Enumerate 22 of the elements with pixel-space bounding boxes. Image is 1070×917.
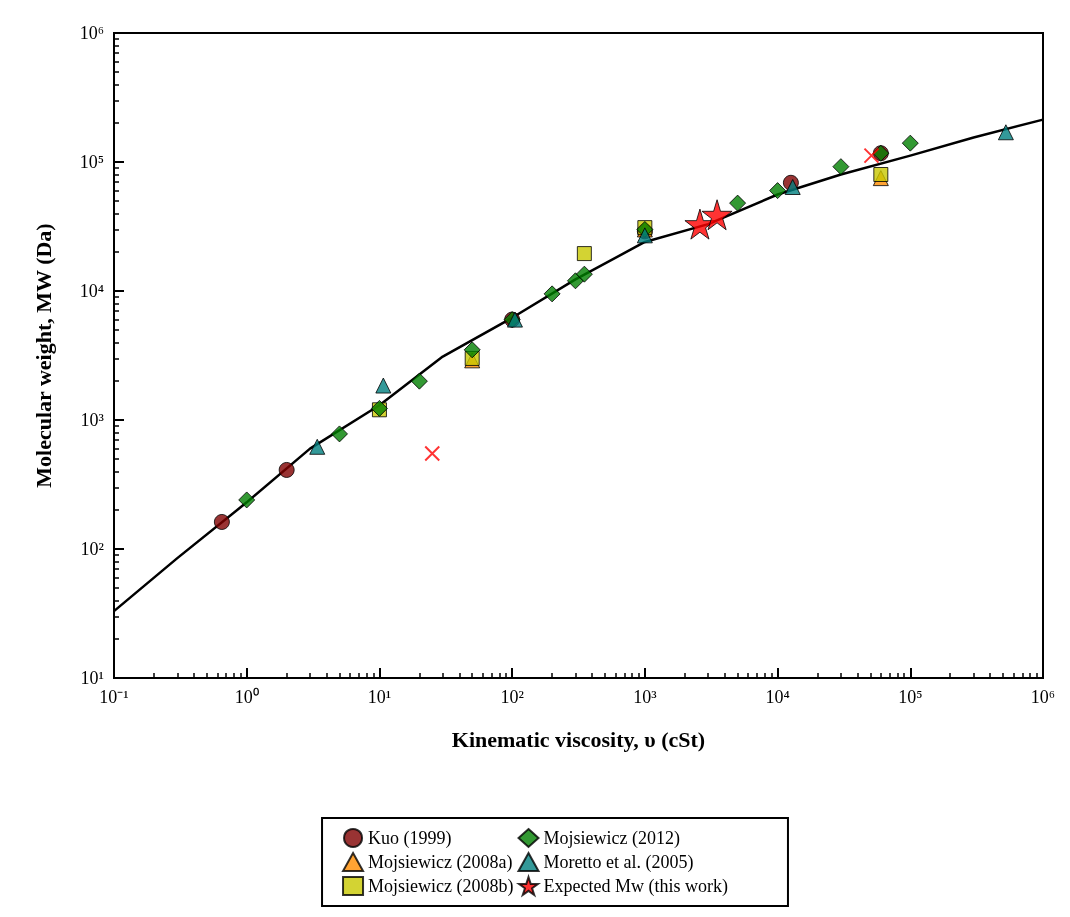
x-axis-title: Kinematic viscosity, υ (cSt): [451, 726, 706, 752]
legend-label: Mojsiewicz (2008b): [368, 876, 514, 897]
legend-label: Moretto et al. (2005): [543, 852, 694, 873]
x-tick-label: 10³: [633, 687, 658, 707]
y-tick-label: 10⁵: [79, 152, 104, 172]
y-tick-label: 10²: [80, 539, 104, 559]
x-tick-label: 10⁶: [1030, 687, 1056, 707]
x-tick-label: 10⁵: [898, 687, 923, 707]
x-tick-label: 10⁴: [765, 687, 790, 707]
legend-label: Expected Mw (this work): [543, 876, 728, 897]
y-tick-label: 10³: [80, 410, 105, 430]
legend-label: Kuo (1999): [368, 828, 452, 849]
y-axis-title: Molecular weight, MW (Da): [30, 223, 56, 488]
x-tick-label: 10⁰: [234, 687, 259, 707]
x-tick-label: 10²: [500, 687, 524, 707]
x-tick-label: 10⁻¹: [99, 687, 129, 707]
y-tick-label: 10⁶: [79, 23, 104, 43]
legend-label: Mojsiewicz (2012): [543, 828, 680, 849]
y-tick-label: 10⁴: [79, 281, 104, 301]
y-tick-label: 10¹: [80, 668, 104, 688]
x-tick-label: 10¹: [367, 687, 392, 707]
legend-label: Mojsiewicz (2008a): [368, 852, 513, 873]
